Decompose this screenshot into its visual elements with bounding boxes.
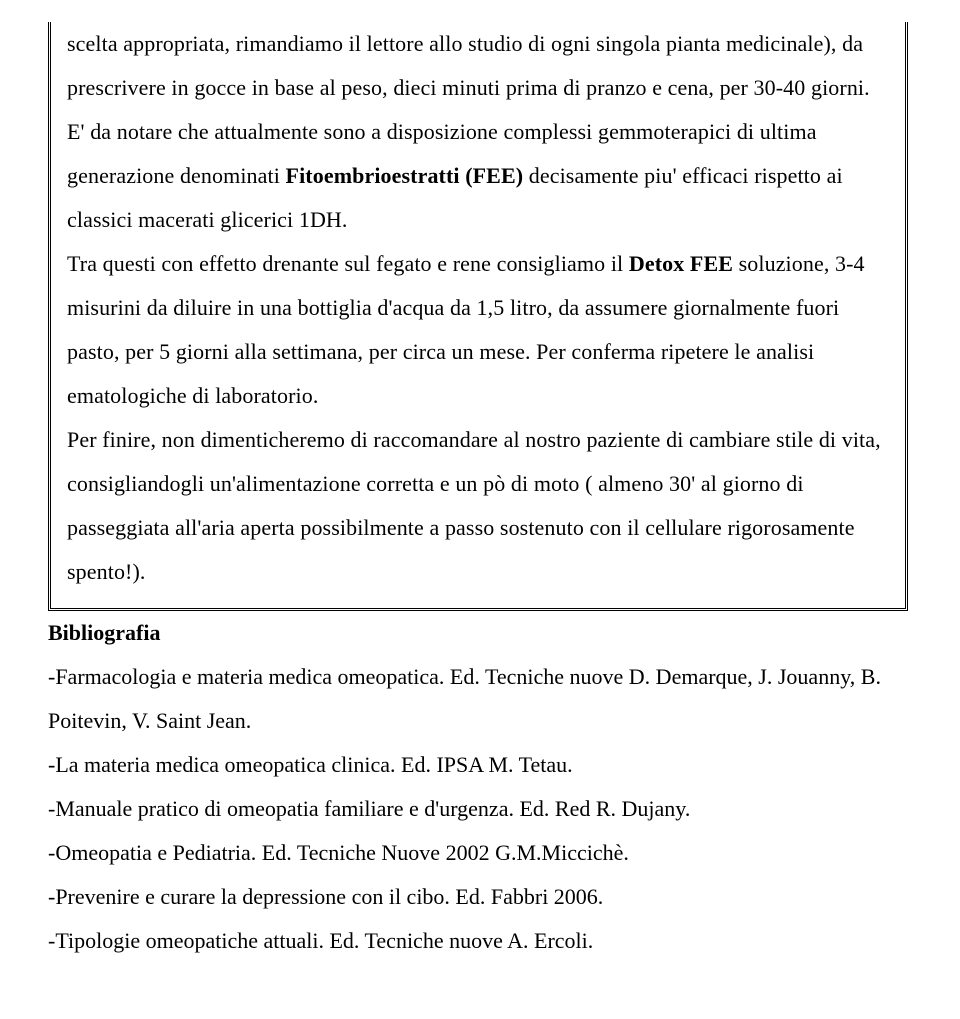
bibliography-section: Bibliografia -Farmacologia e materia med… [48,611,908,963]
text-run-bold: Detox FEE [629,251,733,276]
bibliography-item: -La materia medica omeopatica clinica. E… [48,743,908,787]
bibliography-list: -Farmacologia e materia medica omeopatic… [48,655,908,963]
text-run-bold: Fitoembrioestratti (FEE) [286,163,524,188]
boxed-paragraph-container: scelta appropriata, rimandiamo il lettor… [48,22,908,611]
text-run: scelta appropriata, rimandiamo il lettor… [67,31,870,100]
bibliography-item: -Farmacologia e materia medica omeopatic… [48,655,908,743]
bibliography-item: -Manuale pratico di omeopatia familiare … [48,787,908,831]
bibliography-item: -Prevenire e curare la depressione con i… [48,875,908,919]
text-run: Per finire, non dimenticheremo di raccom… [67,427,881,584]
bibliography-item: -Omeopatia e Pediatria. Ed. Tecniche Nuo… [48,831,908,875]
bibliography-item: -Tipologie omeopatiche attuali. Ed. Tecn… [48,919,908,963]
bibliography-heading: Bibliografia [48,611,908,655]
document-page: scelta appropriata, rimandiamo il lettor… [0,0,960,1019]
boxed-paragraph: scelta appropriata, rimandiamo il lettor… [67,22,889,594]
text-run: Tra questi con effetto drenante sul fega… [67,251,629,276]
